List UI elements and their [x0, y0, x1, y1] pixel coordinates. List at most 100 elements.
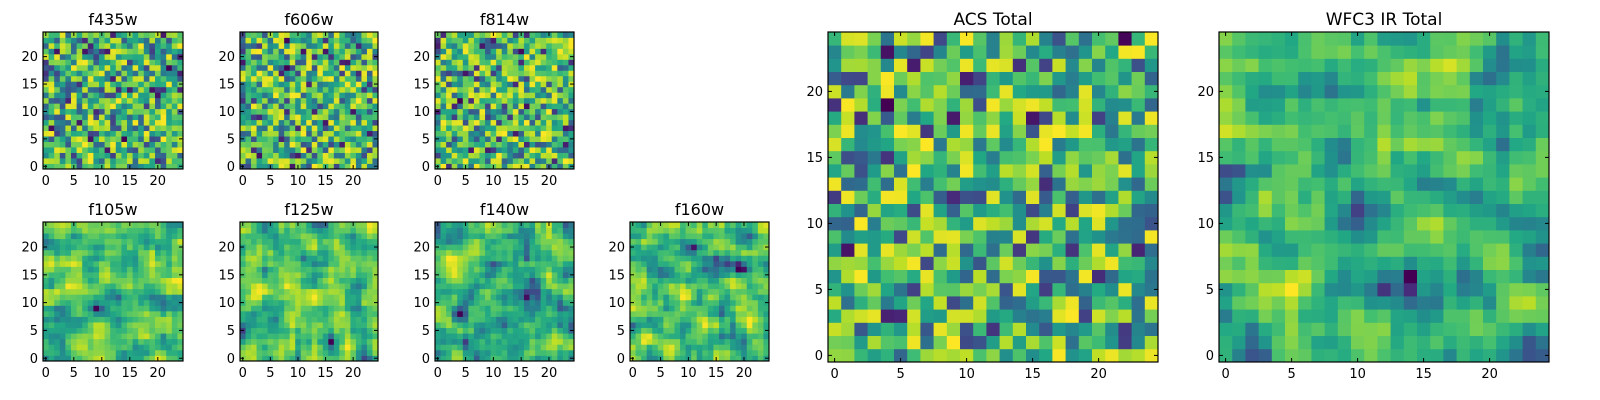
- heatmap-cell: [149, 260, 156, 267]
- heatmap-cell: [707, 288, 714, 295]
- heatmap-cell: [490, 75, 497, 82]
- heatmap-cell: [551, 42, 558, 49]
- heatmap-cell: [907, 216, 921, 231]
- heatmap-cell: [523, 97, 530, 104]
- heatmap-cell: [350, 288, 357, 295]
- heatmap-cell: [496, 272, 503, 278]
- heatmap-cell: [76, 37, 83, 44]
- heatmap-cell: [284, 42, 291, 49]
- heatmap-cell: [512, 81, 519, 88]
- heatmap-cell: [557, 322, 564, 329]
- heatmap-cell: [160, 92, 167, 99]
- heatmap-cell: [1012, 269, 1027, 284]
- heatmap-cell: [149, 249, 156, 256]
- heatmap-cell: [59, 64, 66, 71]
- heatmap-cell: [65, 222, 72, 228]
- heatmap-cell: [350, 136, 357, 142]
- heatmap-cell: [132, 37, 139, 44]
- heatmap-cell: [322, 249, 329, 256]
- heatmap-cell: [468, 48, 475, 55]
- heatmap-cell: [960, 164, 974, 178]
- heatmap-cell: [446, 97, 453, 104]
- heatmap-cell: [468, 222, 475, 228]
- heatmap-cell: [468, 114, 475, 121]
- heatmap-cell: [568, 255, 575, 262]
- heatmap-cell: [355, 75, 362, 82]
- heatmap-cell: [446, 333, 453, 340]
- heatmap-cell: [529, 294, 536, 301]
- heatmap-cell: [1105, 282, 1119, 297]
- heatmap-cell: [295, 114, 302, 121]
- heatmap-cell: [155, 86, 161, 93]
- heatmap-cell: [143, 316, 150, 323]
- heatmap-cell: [485, 222, 491, 228]
- heatmap-cell: [344, 272, 351, 278]
- heatmap-cell: [138, 97, 145, 104]
- heatmap-cell: [350, 260, 357, 267]
- heatmap-cell: [110, 222, 117, 228]
- heatmap-cell: [322, 310, 329, 317]
- heatmap-cell: [149, 163, 156, 170]
- heatmap-cell: [166, 119, 173, 126]
- heatmap-cell: [540, 294, 547, 301]
- heatmap-cell: [999, 296, 1014, 310]
- heatmap-cell: [479, 158, 486, 164]
- heatmap-cell: [546, 64, 553, 71]
- heatmap-cell: [99, 349, 105, 356]
- heatmap-cell: [490, 42, 497, 49]
- heatmap-cell: [512, 294, 519, 301]
- heatmap-cell: [43, 233, 49, 240]
- heatmap-cell: [473, 64, 480, 71]
- heatmap-cell: [641, 349, 648, 356]
- heatmap-cell: [278, 338, 285, 345]
- heatmap-cell: [93, 64, 100, 71]
- heatmap-cell: [82, 222, 89, 228]
- heatmap-cell: [1052, 282, 1066, 297]
- heatmap-cell: [71, 130, 77, 137]
- heatmap-cell: [93, 42, 100, 49]
- heatmap-cell: [355, 48, 362, 55]
- heatmap-cell: [273, 92, 280, 99]
- heatmap-cell: [702, 338, 709, 345]
- heatmap-cell: [121, 86, 128, 93]
- heatmap-cell: [501, 59, 508, 66]
- heatmap-cell: [289, 119, 296, 126]
- heatmap-cell: [468, 32, 475, 38]
- heatmap-cell: [295, 272, 302, 278]
- heatmap-cell: [540, 338, 547, 345]
- heatmap-cell: [1078, 296, 1093, 310]
- heatmap-cell: [99, 238, 105, 245]
- heatmap-cell: [115, 70, 122, 77]
- heatmap-cell: [245, 238, 252, 245]
- heatmap-cell: [300, 277, 307, 284]
- heatmap-cell: [104, 338, 111, 345]
- heatmap-cell: [867, 190, 882, 204]
- heatmap-cell: [177, 64, 184, 71]
- heatmap-cell: [115, 294, 122, 301]
- heatmap-cell: [1105, 309, 1119, 323]
- heatmap-cell: [746, 277, 753, 284]
- heatmap-cell: [540, 333, 547, 340]
- heatmap-cell: [306, 136, 313, 142]
- heatmap-cell: [741, 283, 748, 290]
- heatmap-cell: [333, 92, 340, 99]
- heatmap-cell: [110, 316, 117, 323]
- heatmap-cell: [245, 158, 252, 164]
- heatmap-cell: [440, 48, 447, 55]
- heatmap-cell: [350, 108, 357, 115]
- heatmap-cell: [1052, 216, 1066, 231]
- heatmap-cell: [568, 37, 575, 44]
- heatmap-cell: [999, 335, 1014, 350]
- heatmap-cell: [551, 333, 558, 340]
- heatmap-cell: [435, 97, 441, 104]
- heatmap-cell: [741, 333, 748, 340]
- heatmap-cell: [562, 86, 569, 93]
- heatmap-cell: [43, 333, 49, 340]
- heatmap-cell: [540, 103, 547, 110]
- heatmap-cell: [473, 141, 480, 148]
- heatmap-cell: [657, 344, 664, 351]
- heatmap-cell: [262, 316, 268, 323]
- heatmap-cell: [496, 42, 503, 49]
- x-tick-label: 10: [680, 366, 697, 381]
- heatmap-cell: [160, 125, 167, 132]
